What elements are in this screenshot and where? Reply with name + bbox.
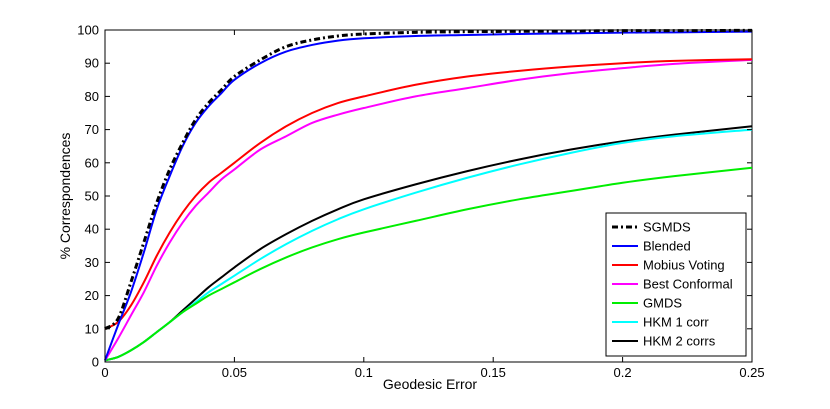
legend-label: SGMDS <box>643 220 691 235</box>
y-tick-label: 20 <box>85 288 99 303</box>
series-line-blended <box>104 30 753 361</box>
legend-label: Blended <box>643 239 691 254</box>
y-tick-label: 40 <box>85 222 99 237</box>
y-tick-label: 60 <box>85 155 99 170</box>
y-axis-label: % Correspondences <box>57 133 73 260</box>
y-tick-label: 10 <box>85 321 99 336</box>
x-tick-label: 0 <box>101 365 108 380</box>
series-line-mobius-voting <box>104 58 753 330</box>
x-tick-label: 0.15 <box>481 365 506 380</box>
legend-label: Mobius Voting <box>643 258 725 273</box>
x-axis-label: Geodesic Error <box>383 376 477 392</box>
x-tick-label: 0.05 <box>222 365 247 380</box>
series-layer <box>104 28 753 362</box>
y-tick-label: 80 <box>85 89 99 104</box>
legend-label: GMDS <box>643 296 682 311</box>
y-tick-label: 70 <box>85 122 99 137</box>
legend-label: HKM 1 corr <box>643 315 709 330</box>
x-tick-label: 0.1 <box>355 365 373 380</box>
ticks-layer: 0 0.05 0.1 0.15 0.2 0.25 0 10 20 30 40 50 60 70 80 90 10… <box>77 23 764 381</box>
y-tick-label: 90 <box>85 56 99 71</box>
y-tick-label: 30 <box>85 255 99 270</box>
x-tick-label: 0.25 <box>739 365 764 380</box>
x-tick-label: 0.2 <box>614 365 632 380</box>
legend-label: Best Conformal <box>643 277 733 292</box>
series-line-gmds <box>104 166 753 362</box>
legend-label: HKM 2 corrs <box>643 334 716 349</box>
series-line-best-conformal <box>104 58 753 361</box>
y-tick-label: 0 <box>92 355 99 370</box>
legend: SGMDS Blended Mobius Voting Best Conformal G… <box>605 212 747 357</box>
y-tick-label: 100 <box>77 23 99 38</box>
y-tick-label: 50 <box>85 189 99 204</box>
series-line-sgmds <box>104 28 753 331</box>
